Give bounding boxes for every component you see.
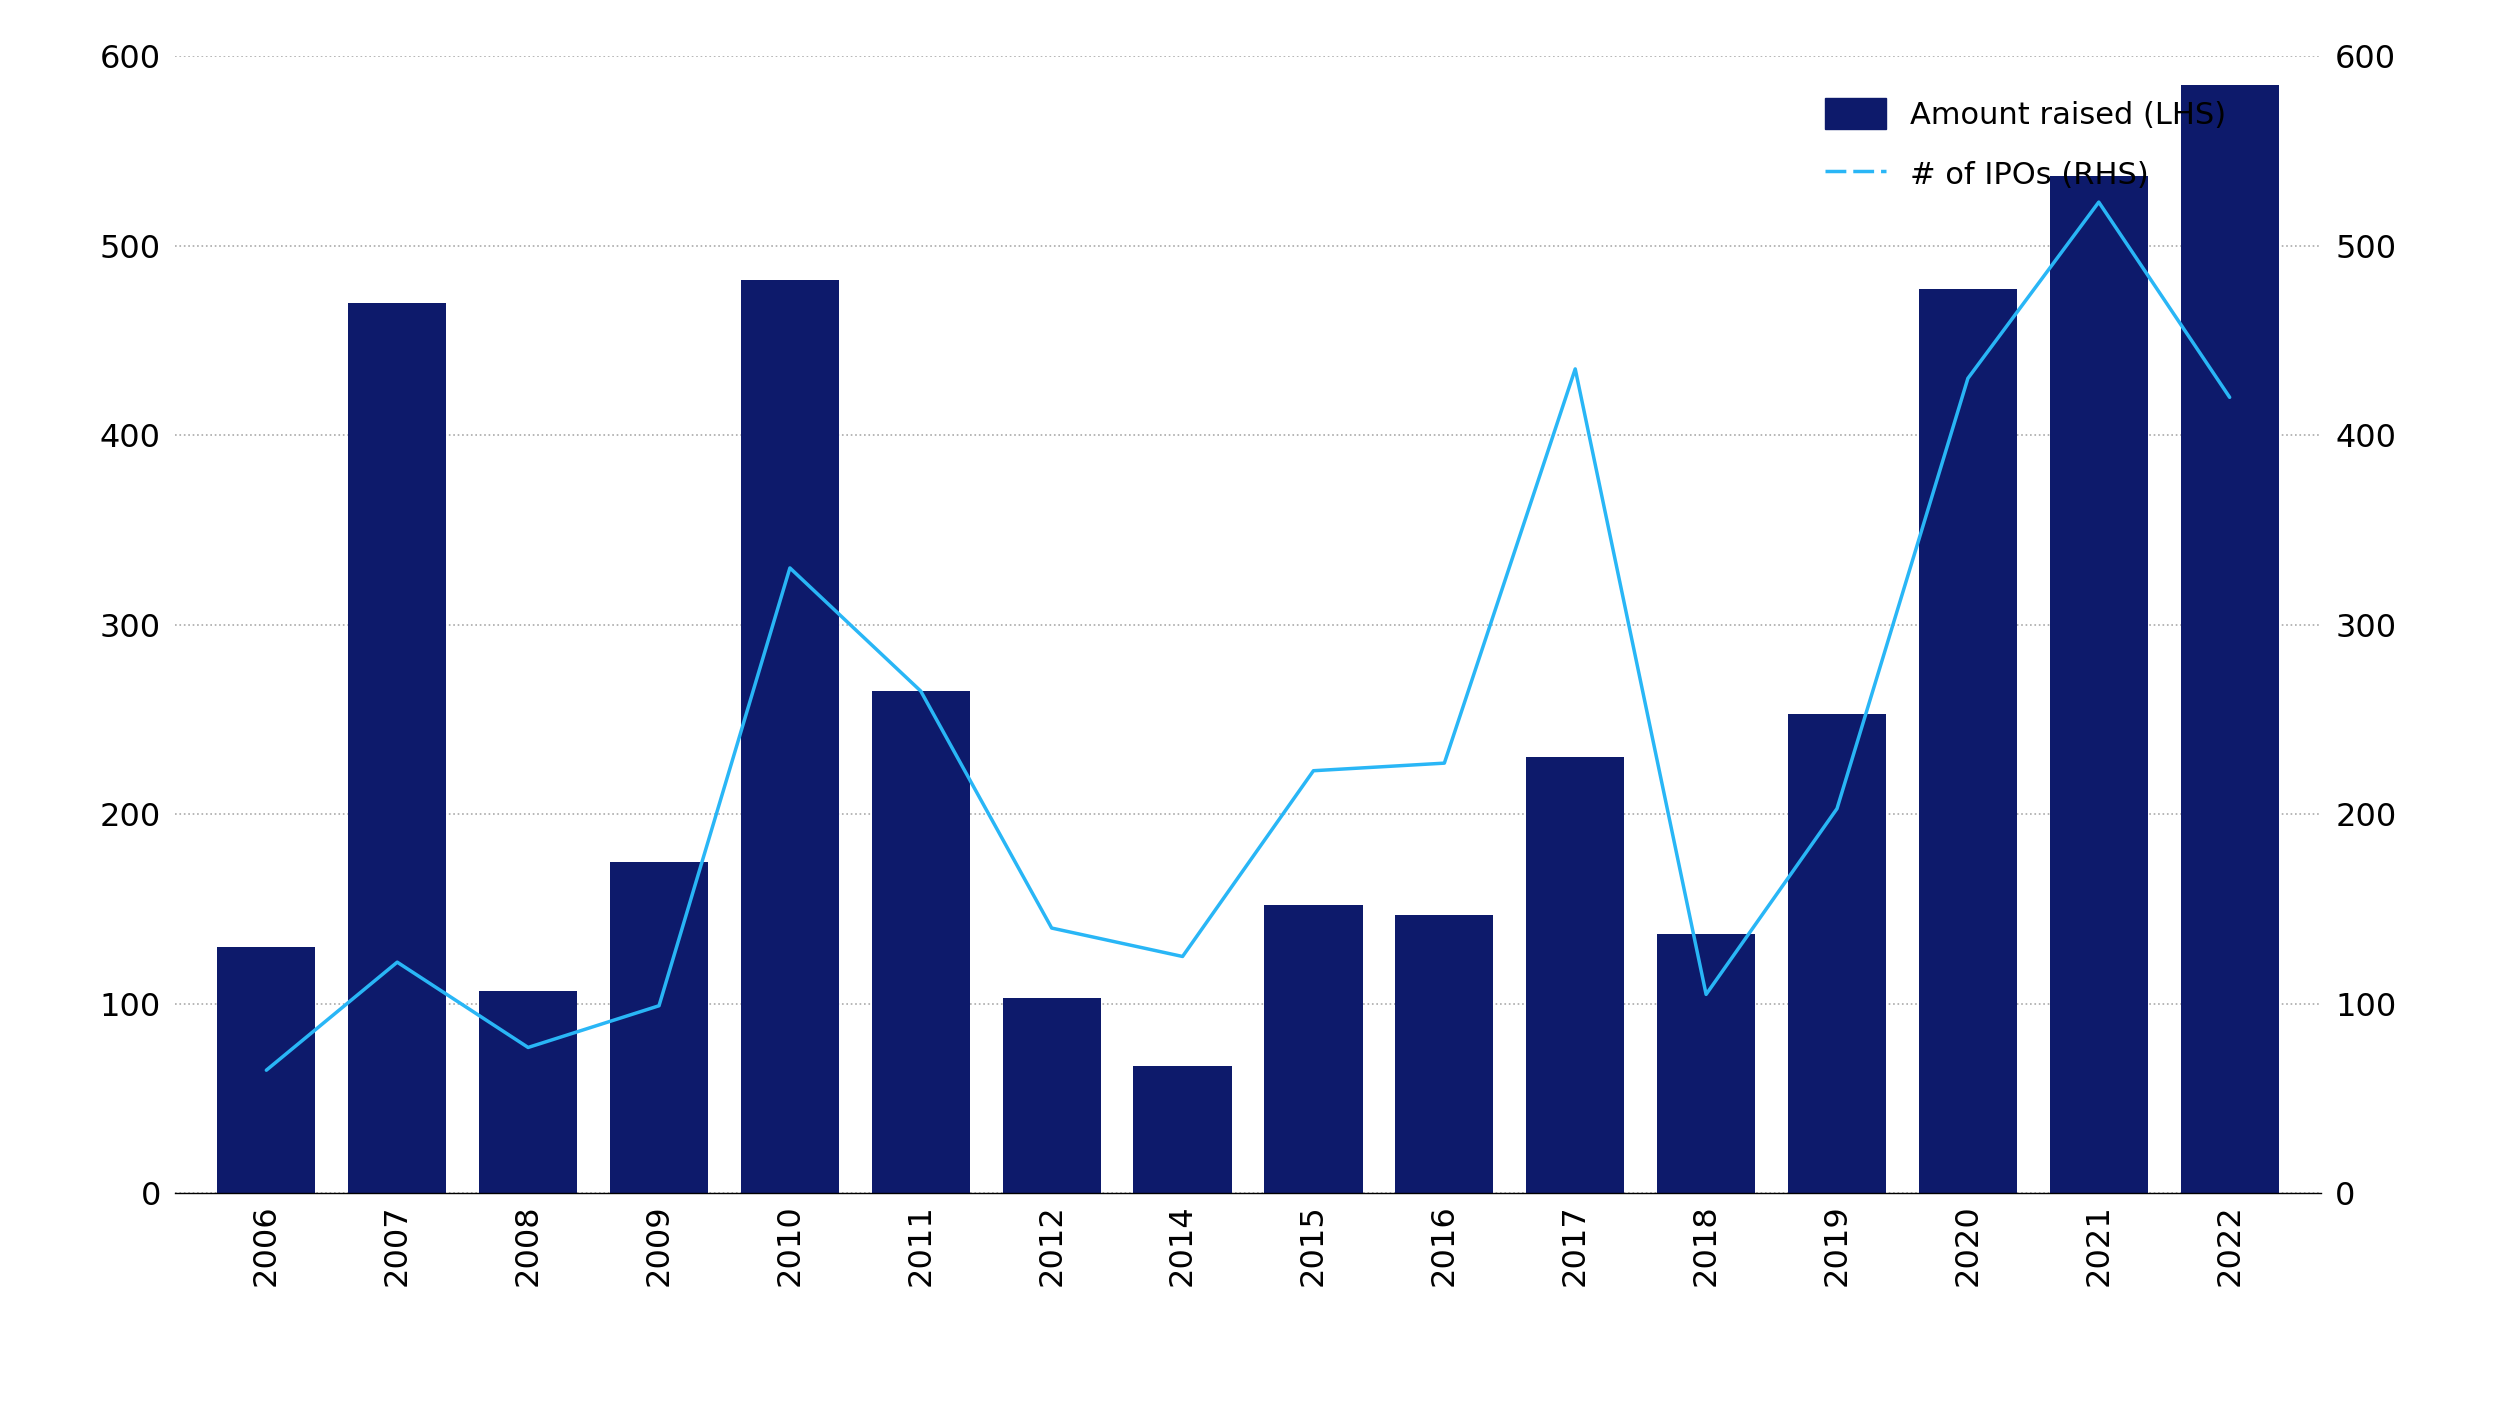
Bar [347,303,447,1193]
Bar [1133,1067,1231,1193]
Bar [479,991,577,1193]
Bar [871,691,971,1193]
Bar [2049,176,2149,1193]
Bar [1395,915,1493,1193]
Bar [1919,289,2017,1193]
Bar [1003,998,1101,1193]
Bar [741,279,839,1193]
Bar [1657,934,1755,1193]
Bar [217,948,314,1193]
Bar [609,862,709,1193]
Legend: Amount raised (LHS), # of IPOs (RHS): Amount raised (LHS), # of IPOs (RHS) [1810,83,2241,205]
Bar [2182,84,2279,1193]
Bar [1787,713,1887,1193]
Bar [1525,758,1625,1193]
Bar [1265,906,1363,1193]
